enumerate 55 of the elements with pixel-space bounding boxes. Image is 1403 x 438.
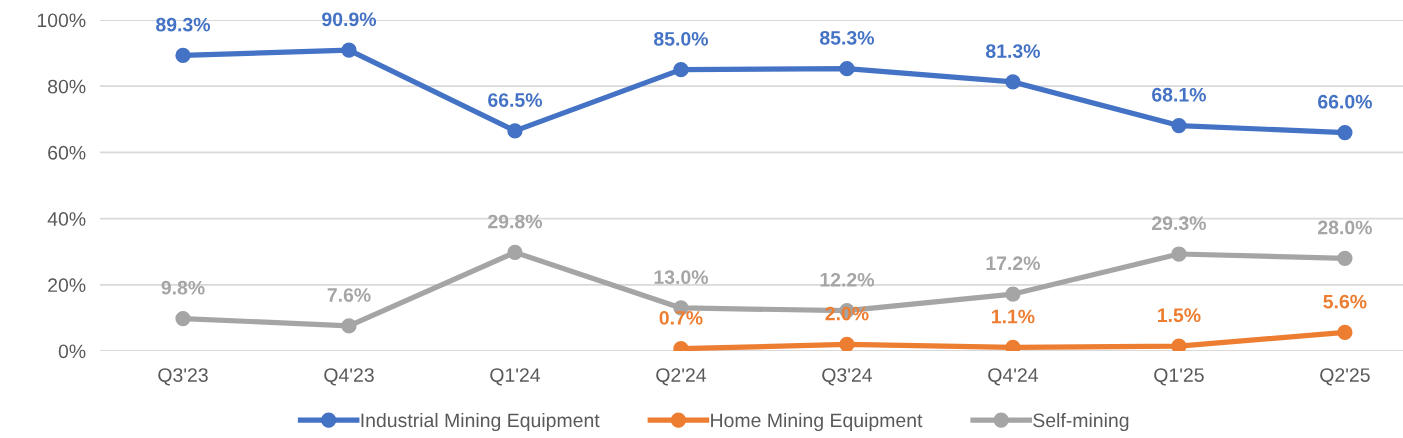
y-tick-label: 80% (48, 79, 86, 94)
data-label: 85.0% (654, 31, 709, 46)
x-tick-label: Q3'24 (822, 368, 873, 386)
data-label: 1.1% (992, 309, 1035, 324)
data-label: 68.1% (1152, 87, 1206, 102)
point (1005, 74, 1021, 90)
y-tick-label: 40% (47, 212, 86, 226)
data-label: 28.0% (1318, 220, 1372, 235)
data-label: 89.3% (156, 17, 211, 32)
data-label: 81.3% (985, 44, 1040, 58)
y-tick-label: 0% (58, 344, 86, 359)
data-label: 66.0% (1318, 94, 1372, 109)
legend-label: Self-mining (1033, 412, 1129, 432)
point (839, 61, 855, 77)
point (839, 336, 855, 351)
data-label: 29.8% (488, 214, 543, 229)
point (175, 310, 191, 327)
data-label: 66.5% (488, 93, 543, 107)
point (1337, 250, 1353, 266)
x-tick-label: Q4'24 (988, 368, 1038, 386)
data-label: 85.3% (819, 30, 874, 45)
data-label: 5.6% (1323, 294, 1367, 309)
point (507, 123, 523, 139)
y-tick-label: 20% (48, 278, 86, 293)
data-label: 1.5% (1157, 308, 1201, 323)
y-tick-label: 60% (48, 145, 86, 160)
x-tick-label: Q3'23 (158, 368, 208, 386)
point (1337, 324, 1353, 341)
data-label: 9.8% (161, 280, 205, 295)
data-label: 29.3% (1152, 216, 1206, 231)
point (1171, 338, 1187, 351)
x-tick-label: Q2'25 (1320, 368, 1370, 386)
point (507, 244, 523, 261)
x-tick-label: Q1'24 (490, 368, 541, 386)
data-label: 12.2% (820, 272, 874, 287)
data-label: 13.0% (654, 270, 709, 285)
point (175, 47, 191, 64)
point (1005, 286, 1021, 302)
point (341, 42, 357, 58)
point (341, 318, 357, 334)
data-label: 0.7% (659, 310, 703, 325)
x-tick-label: Q1'25 (1154, 368, 1204, 386)
point (673, 62, 689, 78)
legend-label: Home Mining Equipment (711, 412, 923, 432)
y-tick-label: 100% (37, 13, 86, 28)
data-label: 17.2% (986, 256, 1040, 271)
point (1337, 124, 1353, 141)
point (1171, 246, 1187, 262)
point (1171, 117, 1187, 134)
data-label: 7.6% (327, 288, 371, 302)
data-label: 90.9% (322, 12, 377, 27)
data-label: 2.0% (825, 306, 869, 321)
x-tick-label: Q4'23 (324, 368, 374, 386)
x-tick-label: Q2'24 (656, 368, 707, 386)
legend-label: Industrial Mining Equipment (361, 412, 600, 432)
